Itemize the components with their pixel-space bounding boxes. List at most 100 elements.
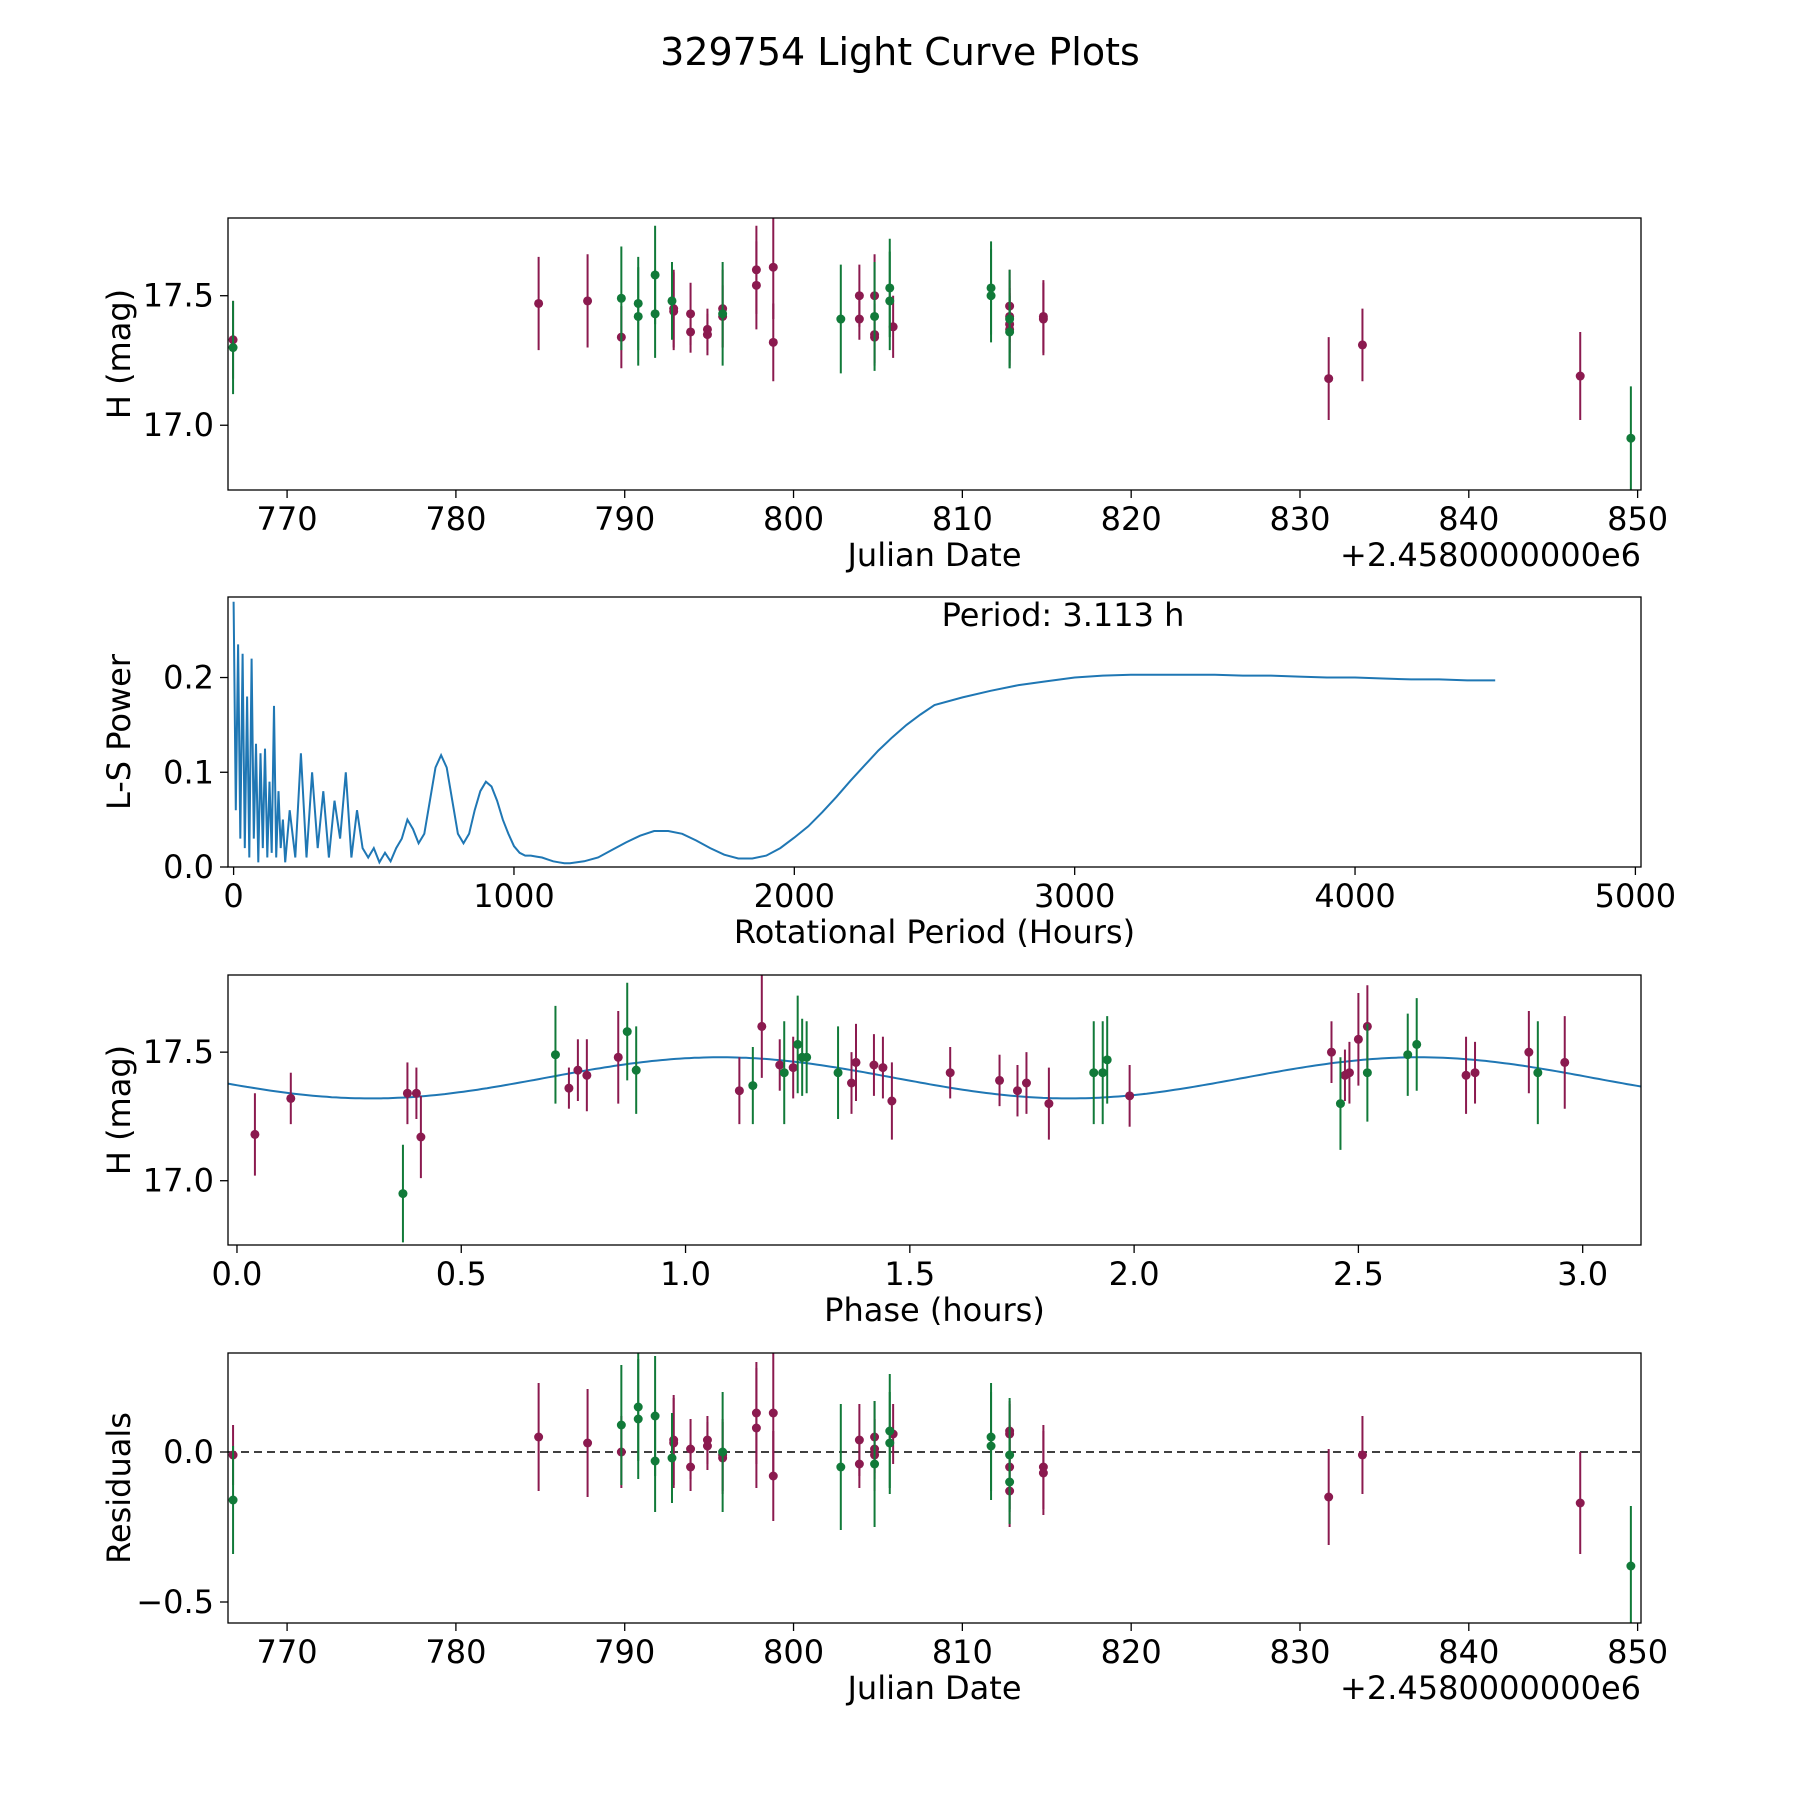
series-g-band bbox=[228, 1353, 1636, 1623]
data-point bbox=[582, 1070, 592, 1080]
plot-area bbox=[228, 975, 1641, 1243]
data-point bbox=[1089, 1068, 1099, 1078]
data-point bbox=[888, 322, 898, 332]
data-point bbox=[854, 291, 864, 301]
x-tick-label: 2.5 bbox=[1333, 1255, 1384, 1293]
data-point bbox=[1357, 1450, 1367, 1460]
data-point bbox=[1403, 1050, 1413, 1060]
panel-frame bbox=[227, 217, 1642, 491]
x-tick-label: 800 bbox=[763, 1633, 824, 1671]
data-point bbox=[564, 1083, 574, 1093]
data-point bbox=[534, 298, 544, 308]
data-point bbox=[631, 1065, 641, 1075]
data-point bbox=[1005, 327, 1015, 337]
y-axis-label: L-S Power bbox=[100, 653, 138, 810]
data-point bbox=[228, 343, 238, 353]
periodogram-panel: 0 1000 2000 3000 4000 5000 0.0 0.1 0.2 Rotational… bbox=[100, 596, 1676, 951]
phased-curve-panel: 0.0 0.5 1.0 1.5 2.0 2.5 3.0 17.0 17.5 Phase (hour… bbox=[100, 974, 1642, 1329]
y-axis-label: H (mag) bbox=[100, 289, 138, 419]
data-point bbox=[885, 296, 895, 306]
data-point bbox=[768, 1471, 778, 1481]
x-axis-label: Phase (hours) bbox=[824, 1291, 1045, 1329]
y-tick-label: 17.5 bbox=[143, 277, 214, 315]
plot-area bbox=[228, 218, 1636, 490]
data-point bbox=[398, 1189, 408, 1199]
x-offset-label: +2.4580000000e6 bbox=[1340, 536, 1641, 574]
data-point bbox=[1324, 1492, 1334, 1502]
data-point bbox=[802, 1052, 812, 1062]
data-point bbox=[751, 280, 761, 290]
x-tick-label: 1000 bbox=[473, 877, 554, 915]
x-tick-label: 790 bbox=[594, 500, 655, 538]
data-point bbox=[550, 1050, 560, 1060]
x-tick-label: 820 bbox=[1101, 1633, 1162, 1671]
x-tick-label: 3.0 bbox=[1557, 1255, 1608, 1293]
data-point bbox=[1412, 1039, 1422, 1049]
data-point bbox=[686, 309, 696, 319]
x-tick-label: 3000 bbox=[1034, 877, 1115, 915]
data-point bbox=[250, 1129, 260, 1139]
y-tick-label: 0.2 bbox=[163, 659, 214, 697]
data-point bbox=[775, 1060, 785, 1070]
data-point bbox=[616, 1420, 626, 1430]
data-point bbox=[702, 1441, 712, 1451]
x-tick-label: 0.5 bbox=[436, 1255, 487, 1293]
x-tick-label: 810 bbox=[932, 500, 993, 538]
x-tick-label: 850 bbox=[1607, 500, 1668, 538]
data-point bbox=[613, 1052, 623, 1062]
period-annotation: Period: 3.113 h bbox=[942, 596, 1185, 634]
x-tick-label: 4000 bbox=[1314, 877, 1395, 915]
panel-frame bbox=[227, 1352, 1642, 1624]
data-point bbox=[878, 1063, 888, 1073]
panel-frame bbox=[227, 974, 1642, 1246]
x-tick-label: 830 bbox=[1269, 1633, 1330, 1671]
x-tick-label: 1.0 bbox=[660, 1255, 711, 1293]
model-fit-curve bbox=[228, 1056, 1641, 1100]
data-point bbox=[1353, 1034, 1363, 1044]
data-point bbox=[669, 1438, 679, 1448]
data-point bbox=[751, 1423, 761, 1433]
data-point bbox=[1575, 1498, 1585, 1508]
data-point bbox=[768, 262, 778, 272]
data-point bbox=[1324, 374, 1334, 384]
data-point bbox=[1560, 1057, 1570, 1067]
data-point bbox=[995, 1075, 1005, 1085]
series-r-band bbox=[250, 975, 1570, 1179]
y-tick-label: −0.5 bbox=[136, 1583, 214, 1621]
data-point bbox=[667, 296, 677, 306]
data-point bbox=[836, 1462, 846, 1472]
data-point bbox=[1012, 1086, 1022, 1096]
data-point bbox=[836, 314, 846, 324]
data-point bbox=[1335, 1099, 1345, 1109]
data-point bbox=[228, 1495, 238, 1505]
data-point bbox=[1470, 1068, 1480, 1078]
data-point bbox=[1005, 1477, 1015, 1487]
data-point bbox=[1044, 1099, 1054, 1109]
x-offset-label: +2.4580000000e6 bbox=[1340, 1669, 1641, 1707]
x-axis-label: Julian Date bbox=[845, 1669, 1021, 1707]
data-point bbox=[788, 1063, 798, 1073]
x-axis-label: Julian Date bbox=[845, 536, 1021, 574]
data-point bbox=[1021, 1078, 1031, 1088]
data-point bbox=[667, 1453, 677, 1463]
x-tick-label: 800 bbox=[763, 500, 824, 538]
data-point bbox=[1575, 371, 1585, 381]
y-tick-label: 17.5 bbox=[143, 1033, 214, 1071]
x-tick-label: 770 bbox=[257, 1633, 318, 1671]
x-axis-label: Rotational Period (Hours) bbox=[734, 913, 1135, 951]
data-point bbox=[1326, 1047, 1336, 1057]
y-axis-label: Residuals bbox=[100, 1412, 138, 1564]
data-point bbox=[702, 324, 712, 334]
data-point bbox=[986, 291, 996, 301]
data-point bbox=[650, 1456, 660, 1466]
x-tick-label: 770 bbox=[257, 500, 318, 538]
x-tick-label: 5000 bbox=[1595, 877, 1676, 915]
y-axis-label: H (mag) bbox=[100, 1045, 138, 1175]
data-point bbox=[286, 1093, 296, 1103]
data-point bbox=[768, 337, 778, 347]
data-point bbox=[1357, 340, 1367, 350]
data-point bbox=[793, 1039, 803, 1049]
data-point bbox=[686, 1462, 696, 1472]
data-point bbox=[718, 1447, 728, 1457]
